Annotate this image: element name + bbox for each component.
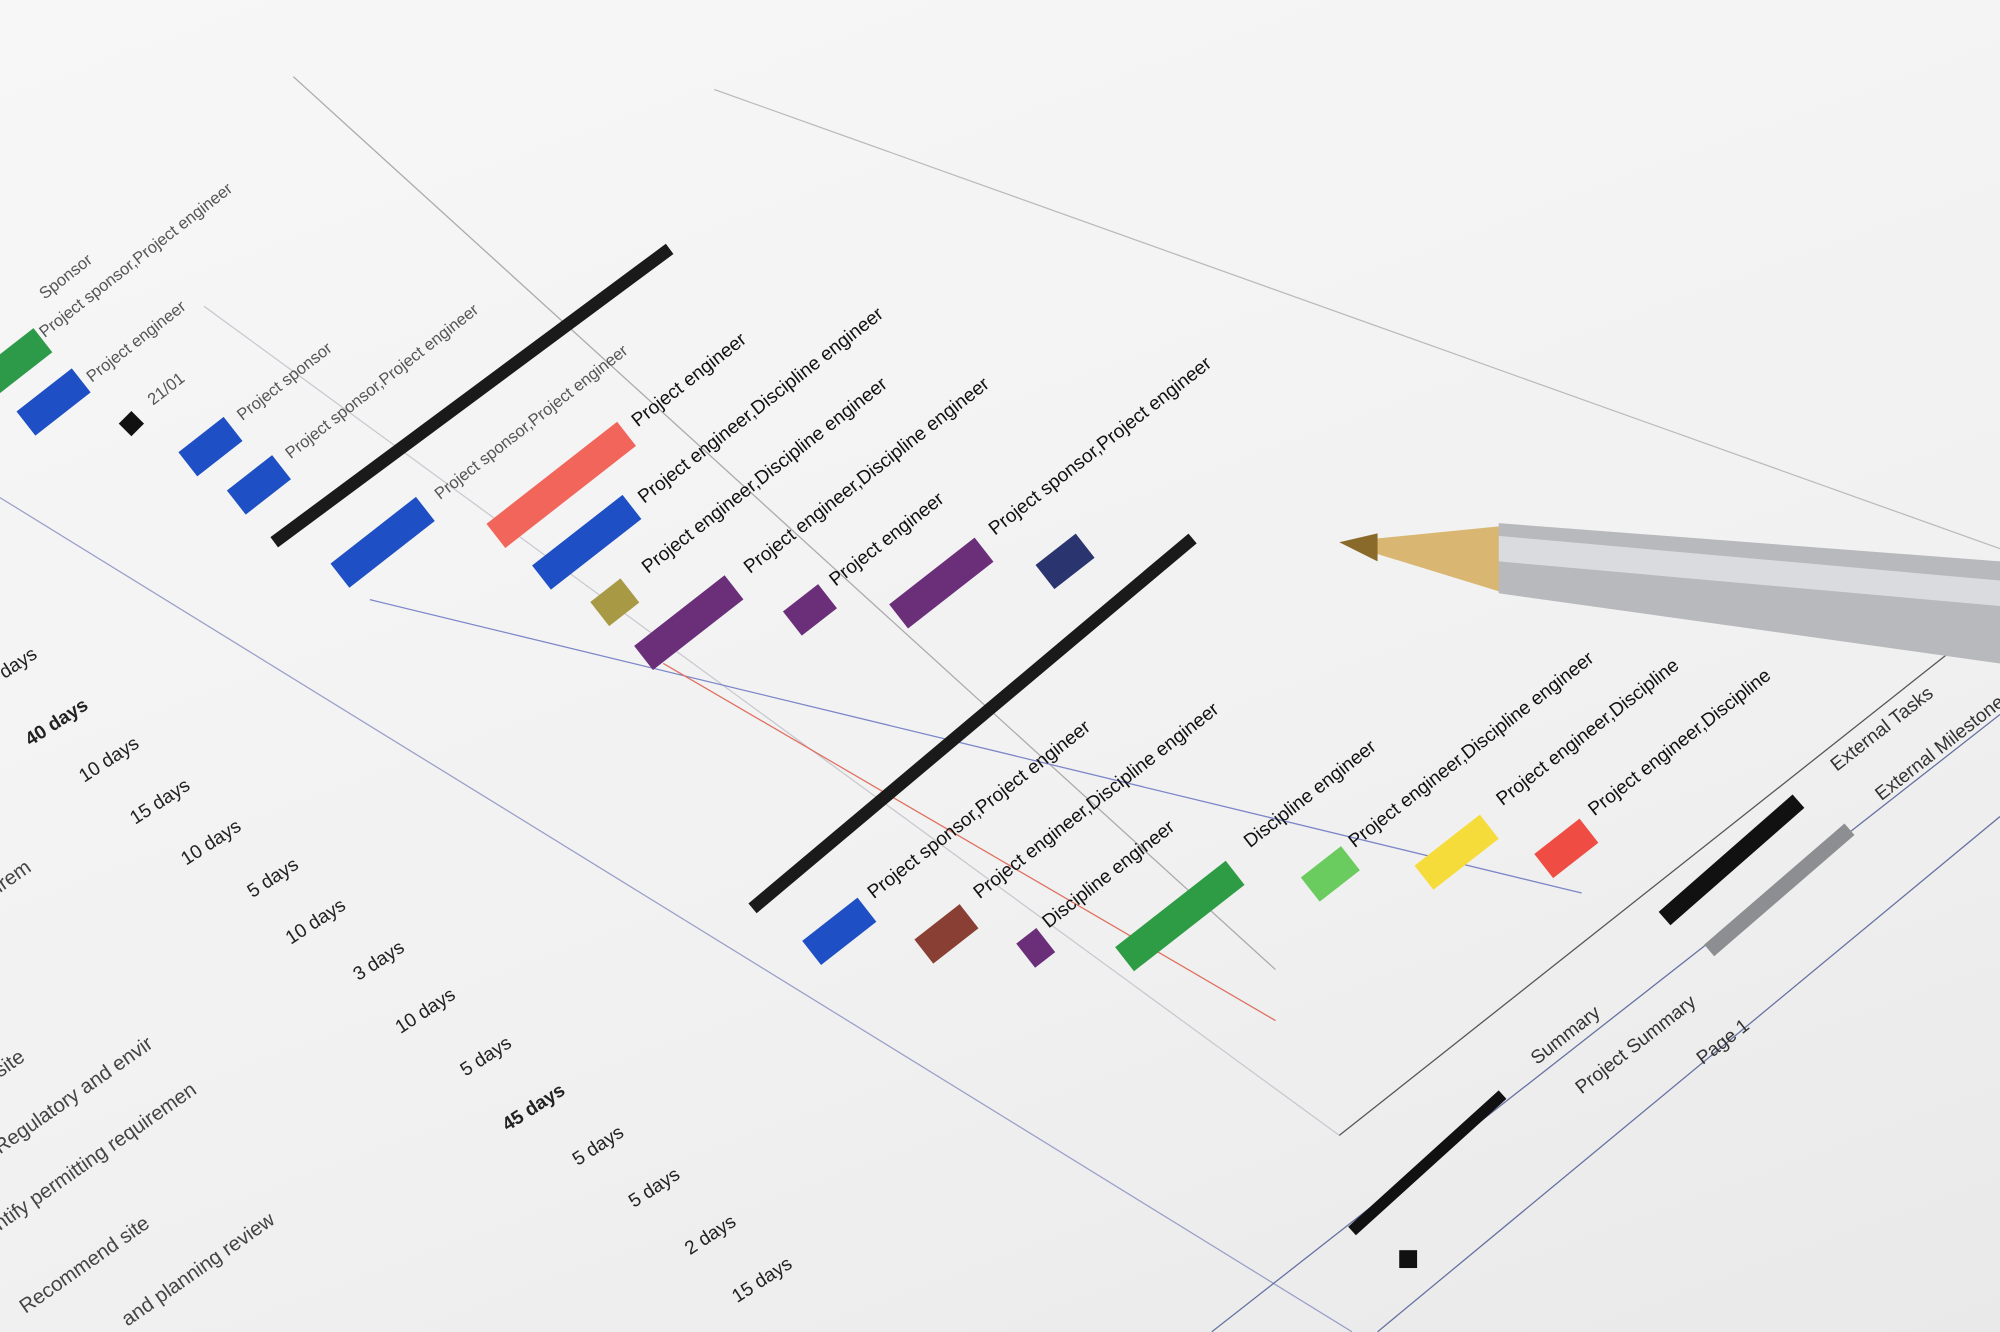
task-bar xyxy=(914,904,979,964)
summary-bar xyxy=(748,533,1197,914)
page-grid-lines xyxy=(0,76,2000,1332)
task-bar xyxy=(486,421,636,548)
task-duration: 5 days xyxy=(457,1033,516,1081)
resource-label: Project sponsor,Project engineer xyxy=(431,341,632,504)
resource-label: Project sponsor,Project engineer xyxy=(282,300,483,463)
pen-tip-icon xyxy=(1339,525,1506,594)
legend-task-swatch xyxy=(1348,1090,1507,1236)
task-bar xyxy=(1016,927,1056,968)
task-bar xyxy=(16,368,91,436)
task-duration: 15 days xyxy=(126,775,194,829)
task-name: site xyxy=(0,1046,29,1082)
task-bar xyxy=(889,537,994,629)
resource-label: Project sponsor,Project engineer xyxy=(864,716,1095,903)
grid-line xyxy=(714,88,2000,550)
task-bar xyxy=(802,897,877,965)
legend-summary-swatch xyxy=(1658,794,1805,926)
task-bar xyxy=(178,416,243,477)
task-name: irem xyxy=(0,856,35,897)
resource-label: Project engineer,Discipline xyxy=(1585,665,1776,820)
task-duration: 10 days xyxy=(282,895,350,949)
task-bar xyxy=(0,328,53,400)
task-duration: 10 days xyxy=(177,816,245,870)
resource-label: Project sponsor xyxy=(233,338,336,424)
resource-label: Project sponsor,Project engineer xyxy=(35,179,236,342)
task-duration: 3 days xyxy=(350,937,409,985)
grid-line xyxy=(369,599,1582,894)
task-duration: 5 days xyxy=(625,1164,684,1212)
task-duration: 10 days xyxy=(75,733,143,787)
task-bar xyxy=(1115,860,1245,972)
resource-label: 21/01 xyxy=(144,368,188,409)
task-duration: 5 days xyxy=(569,1122,628,1170)
grid-line xyxy=(1211,713,2000,1332)
task-duration: 5 days xyxy=(244,854,303,902)
legend-item: Page 1 xyxy=(1693,1015,1754,1069)
task-bar xyxy=(330,496,435,588)
task-duration: 10 days xyxy=(392,984,460,1038)
task-bar xyxy=(590,578,640,627)
grid-line xyxy=(292,76,1276,971)
task-bar xyxy=(1414,814,1499,890)
resource-label: Project engineer,Discipline xyxy=(1493,655,1684,810)
resource-label: Project sponsor,Project engineer xyxy=(985,353,1216,540)
task-bar xyxy=(1534,818,1599,879)
gantt-bars xyxy=(0,243,1599,972)
task-duration: 15 days xyxy=(728,1253,796,1307)
legend-item: Summary xyxy=(1527,1002,1605,1069)
grid-line xyxy=(1338,611,2000,1136)
task-duration: 2 days xyxy=(681,1211,740,1259)
legend-project-summary-swatch xyxy=(1704,823,1855,957)
summary-bar xyxy=(270,243,674,548)
grid-line xyxy=(0,497,1353,1332)
task-bar xyxy=(634,575,744,671)
pen xyxy=(1339,523,2000,664)
task-duration: 45 days xyxy=(499,1080,569,1136)
task-bar xyxy=(532,494,642,590)
task-bar xyxy=(782,584,837,636)
legend-milestone-icon xyxy=(1399,1250,1418,1269)
grid-line xyxy=(203,305,1340,1136)
grid-line xyxy=(662,662,1276,1022)
task-bar xyxy=(1300,846,1360,902)
task-name: ntify permitting requiremen xyxy=(0,1079,201,1235)
grid-line xyxy=(1377,816,2000,1332)
task-bar xyxy=(226,455,291,515)
milestone-diamond-icon xyxy=(118,411,145,437)
task-duration: 40 days xyxy=(22,695,92,751)
task-bar xyxy=(1035,533,1095,590)
task-duration: days xyxy=(0,644,41,684)
